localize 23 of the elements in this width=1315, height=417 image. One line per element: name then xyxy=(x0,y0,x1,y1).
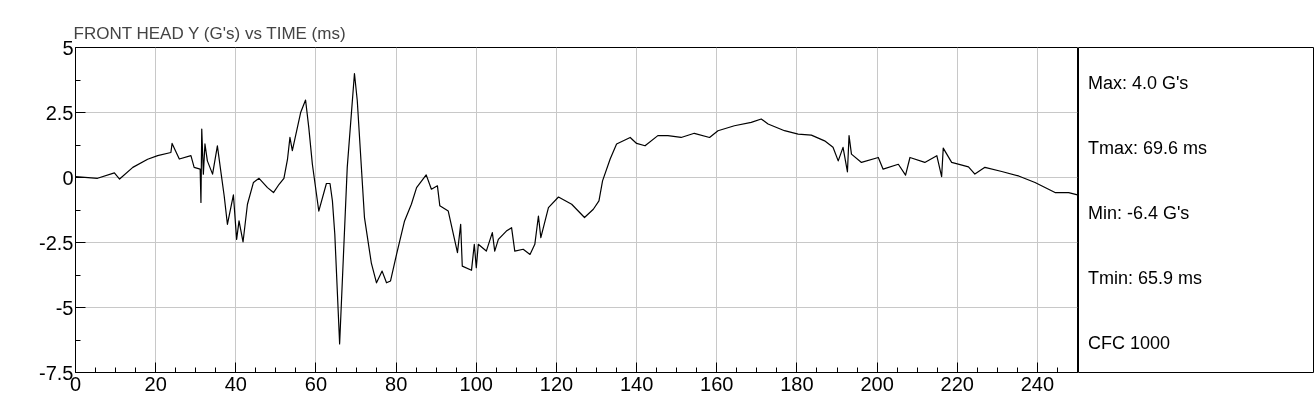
x-tick-label: 240 xyxy=(1020,372,1055,395)
y-tick-label: 2.5 xyxy=(45,101,74,124)
x-tick-label: 120 xyxy=(539,372,574,395)
x-tick-label: 100 xyxy=(459,372,493,395)
y-tick-label: 0 xyxy=(62,166,74,189)
x-tick-label: 60 xyxy=(304,372,328,395)
x-tick-label: 140 xyxy=(619,372,654,395)
x-tick-label: 160 xyxy=(700,372,734,395)
x-tick-label: 220 xyxy=(940,372,974,395)
x-tick-label: 80 xyxy=(385,372,408,395)
y-tick-label: 5 xyxy=(62,36,74,59)
x-tick-label: 20 xyxy=(144,372,167,395)
text: Min: -6.4 G's xyxy=(1087,203,1190,224)
text: Tmin: 65.9 ms xyxy=(1087,268,1202,289)
y-tick-label: -2.5 xyxy=(39,231,74,254)
chart-title: FRONT HEAD Y (G's) vs TIME (ms) xyxy=(73,23,346,43)
text: Max: 4.0 G's xyxy=(1087,73,1189,94)
text: CFC 1000 xyxy=(1087,333,1170,354)
x-tick-label: 180 xyxy=(780,372,814,395)
y-tick-label: -5 xyxy=(55,296,74,319)
text: Tmax: 69.6 ms xyxy=(1087,138,1207,159)
x-tick-label: 200 xyxy=(860,372,894,395)
x-tick-label: 40 xyxy=(224,372,247,395)
